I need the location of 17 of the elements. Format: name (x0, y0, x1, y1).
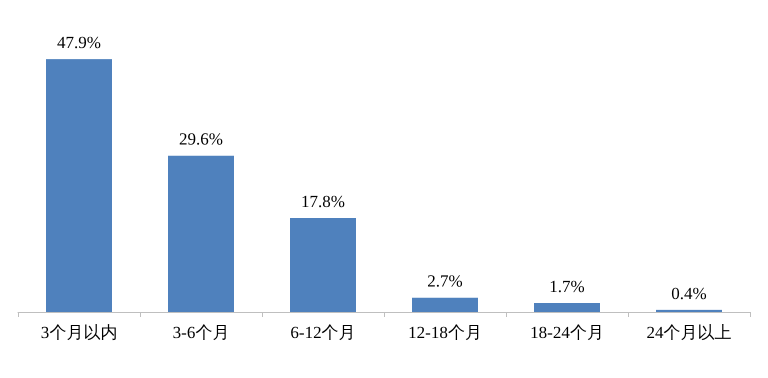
bar (534, 303, 600, 312)
data-label: 17.8% (301, 192, 345, 212)
bar (168, 156, 234, 312)
x-tick-label: 24个月以上 (646, 323, 732, 342)
x-tick-label: 3个月以内 (40, 323, 118, 342)
data-label: 47.9% (57, 33, 101, 52)
data-label: 0.4% (671, 284, 707, 303)
bar (290, 218, 356, 312)
data-label: 1.7% (549, 277, 585, 296)
x-tick-label: 12-18个月 (408, 323, 482, 342)
x-tick-label: 18-24个月 (530, 323, 604, 342)
x-tick-label: 3-6个月 (172, 323, 230, 342)
data-label: 29.6% (179, 130, 223, 149)
x-tick-label: 6-12个月 (290, 323, 356, 342)
bar (46, 59, 112, 312)
data-label: 2.7% (427, 272, 463, 291)
bar (412, 298, 478, 312)
